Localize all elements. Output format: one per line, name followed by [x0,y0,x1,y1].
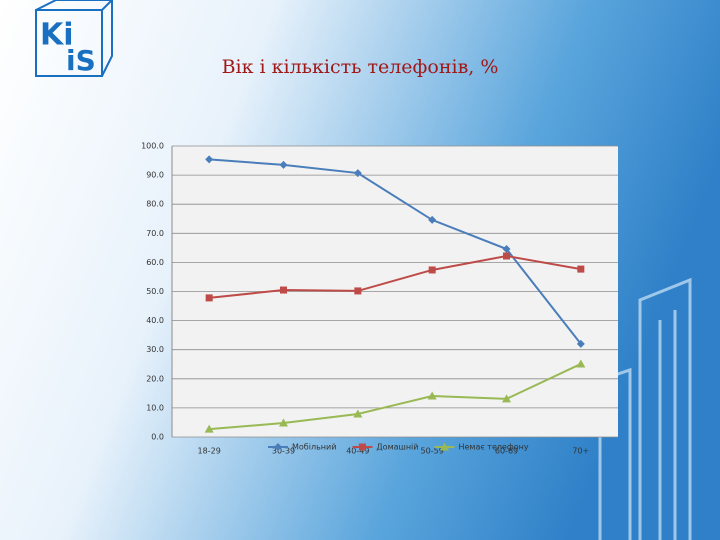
marker [274,443,282,451]
marker [280,286,287,294]
legend-label: Домашній [376,443,418,452]
marker [205,294,213,302]
marker [358,443,366,451]
marker [428,215,437,224]
marker [204,424,214,433]
logo-text: Ki [40,18,74,53]
marker [354,287,362,295]
legend-label: Мобільний [292,443,336,452]
marker [502,394,511,403]
legend-label: Немає телефону [458,443,528,452]
marker [279,160,288,169]
y-tick-label: 60.0 [146,258,164,267]
marker [577,265,585,273]
x-tick-label: 50-59 [421,447,444,456]
series-line [209,158,582,345]
marker [428,266,436,274]
marker [576,339,585,348]
y-tick-label: 50.0 [146,287,164,296]
y-tick-label: 90.0 [146,171,164,180]
marker [439,442,449,451]
y-tick-label: 0.0 [151,433,164,442]
x-tick-label: 18-29 [198,447,221,456]
marker [353,169,362,178]
marker [427,391,437,400]
y-tick-label: 20.0 [146,374,164,383]
x-tick-label: 30-39 [272,447,295,456]
marker [576,359,586,368]
x-tick-label: 70+ [572,447,589,456]
y-tick-label: 100.0 [141,142,164,151]
logo: Ki iS [35,0,114,77]
marker [279,418,288,427]
y-tick-label: 30.0 [146,345,164,354]
marker [353,409,363,418]
x-tick-label: 60-69 [495,447,518,456]
y-tick-label: 40.0 [146,316,164,325]
series-line [209,363,582,431]
marker [502,245,511,254]
chart-title: Вік і кількість телефонів, % [222,56,499,78]
y-tick-label: 80.0 [146,200,164,209]
y-tick-label: 10.0 [146,403,164,412]
marker [205,155,214,164]
x-tick-label: 40-49 [346,447,369,456]
series-line [209,254,582,299]
y-tick-label: 70.0 [146,229,164,238]
logo-text: iS [66,44,96,77]
marker [503,252,510,260]
